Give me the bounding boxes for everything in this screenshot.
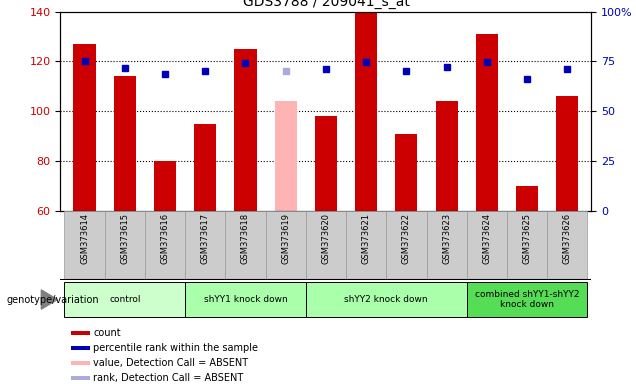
Bar xyxy=(71,346,90,350)
Bar xyxy=(547,211,588,280)
Text: shYY1 knock down: shYY1 knock down xyxy=(204,295,287,304)
Text: GSM373626: GSM373626 xyxy=(563,213,572,265)
Text: GSM373623: GSM373623 xyxy=(442,213,451,265)
Bar xyxy=(185,211,225,280)
Polygon shape xyxy=(41,290,57,309)
Bar xyxy=(386,211,427,280)
Bar xyxy=(225,211,266,280)
Text: rank, Detection Call = ABSENT: rank, Detection Call = ABSENT xyxy=(93,373,244,383)
Bar xyxy=(185,282,306,317)
Text: GSM373625: GSM373625 xyxy=(523,213,532,264)
Text: GSM373619: GSM373619 xyxy=(281,213,290,264)
Bar xyxy=(507,211,547,280)
Bar xyxy=(71,331,90,335)
Text: GSM373624: GSM373624 xyxy=(482,213,492,264)
Bar xyxy=(64,211,105,280)
Text: value, Detection Call = ABSENT: value, Detection Call = ABSENT xyxy=(93,358,249,368)
Bar xyxy=(315,116,337,211)
Text: control: control xyxy=(109,295,141,304)
Bar xyxy=(235,49,256,211)
Bar xyxy=(556,96,578,211)
Text: percentile rank within the sample: percentile rank within the sample xyxy=(93,343,258,353)
Bar xyxy=(306,282,467,317)
Bar xyxy=(71,376,90,380)
Bar xyxy=(105,211,145,280)
Text: genotype/variation: genotype/variation xyxy=(6,295,99,305)
Bar xyxy=(114,76,136,211)
Bar xyxy=(154,161,176,211)
Bar xyxy=(427,211,467,280)
Text: combined shYY1-shYY2
knock down: combined shYY1-shYY2 knock down xyxy=(475,290,579,309)
Text: GSM373617: GSM373617 xyxy=(201,213,210,265)
Bar xyxy=(145,211,185,280)
Bar xyxy=(71,361,90,365)
Text: GSM373618: GSM373618 xyxy=(241,213,250,265)
Text: GSM373620: GSM373620 xyxy=(321,213,331,264)
Bar xyxy=(436,101,458,211)
Text: GSM373614: GSM373614 xyxy=(80,213,89,264)
Bar xyxy=(194,124,216,211)
Text: count: count xyxy=(93,328,121,338)
Text: shYY2 knock down: shYY2 knock down xyxy=(345,295,428,304)
Bar xyxy=(306,211,346,280)
Text: GSM373616: GSM373616 xyxy=(160,213,170,265)
Bar xyxy=(355,12,377,211)
Title: GDS3788 / 209041_s_at: GDS3788 / 209041_s_at xyxy=(242,0,410,9)
Bar xyxy=(476,34,498,211)
Bar xyxy=(74,44,95,211)
Text: GSM373622: GSM373622 xyxy=(402,213,411,264)
Bar xyxy=(516,186,538,211)
Bar xyxy=(275,101,297,211)
Text: GSM373615: GSM373615 xyxy=(120,213,129,264)
Bar xyxy=(396,134,417,211)
Bar xyxy=(467,282,588,317)
Bar xyxy=(346,211,386,280)
Text: GSM373621: GSM373621 xyxy=(362,213,371,264)
Bar xyxy=(64,282,185,317)
Bar xyxy=(266,211,306,280)
Bar xyxy=(467,211,507,280)
